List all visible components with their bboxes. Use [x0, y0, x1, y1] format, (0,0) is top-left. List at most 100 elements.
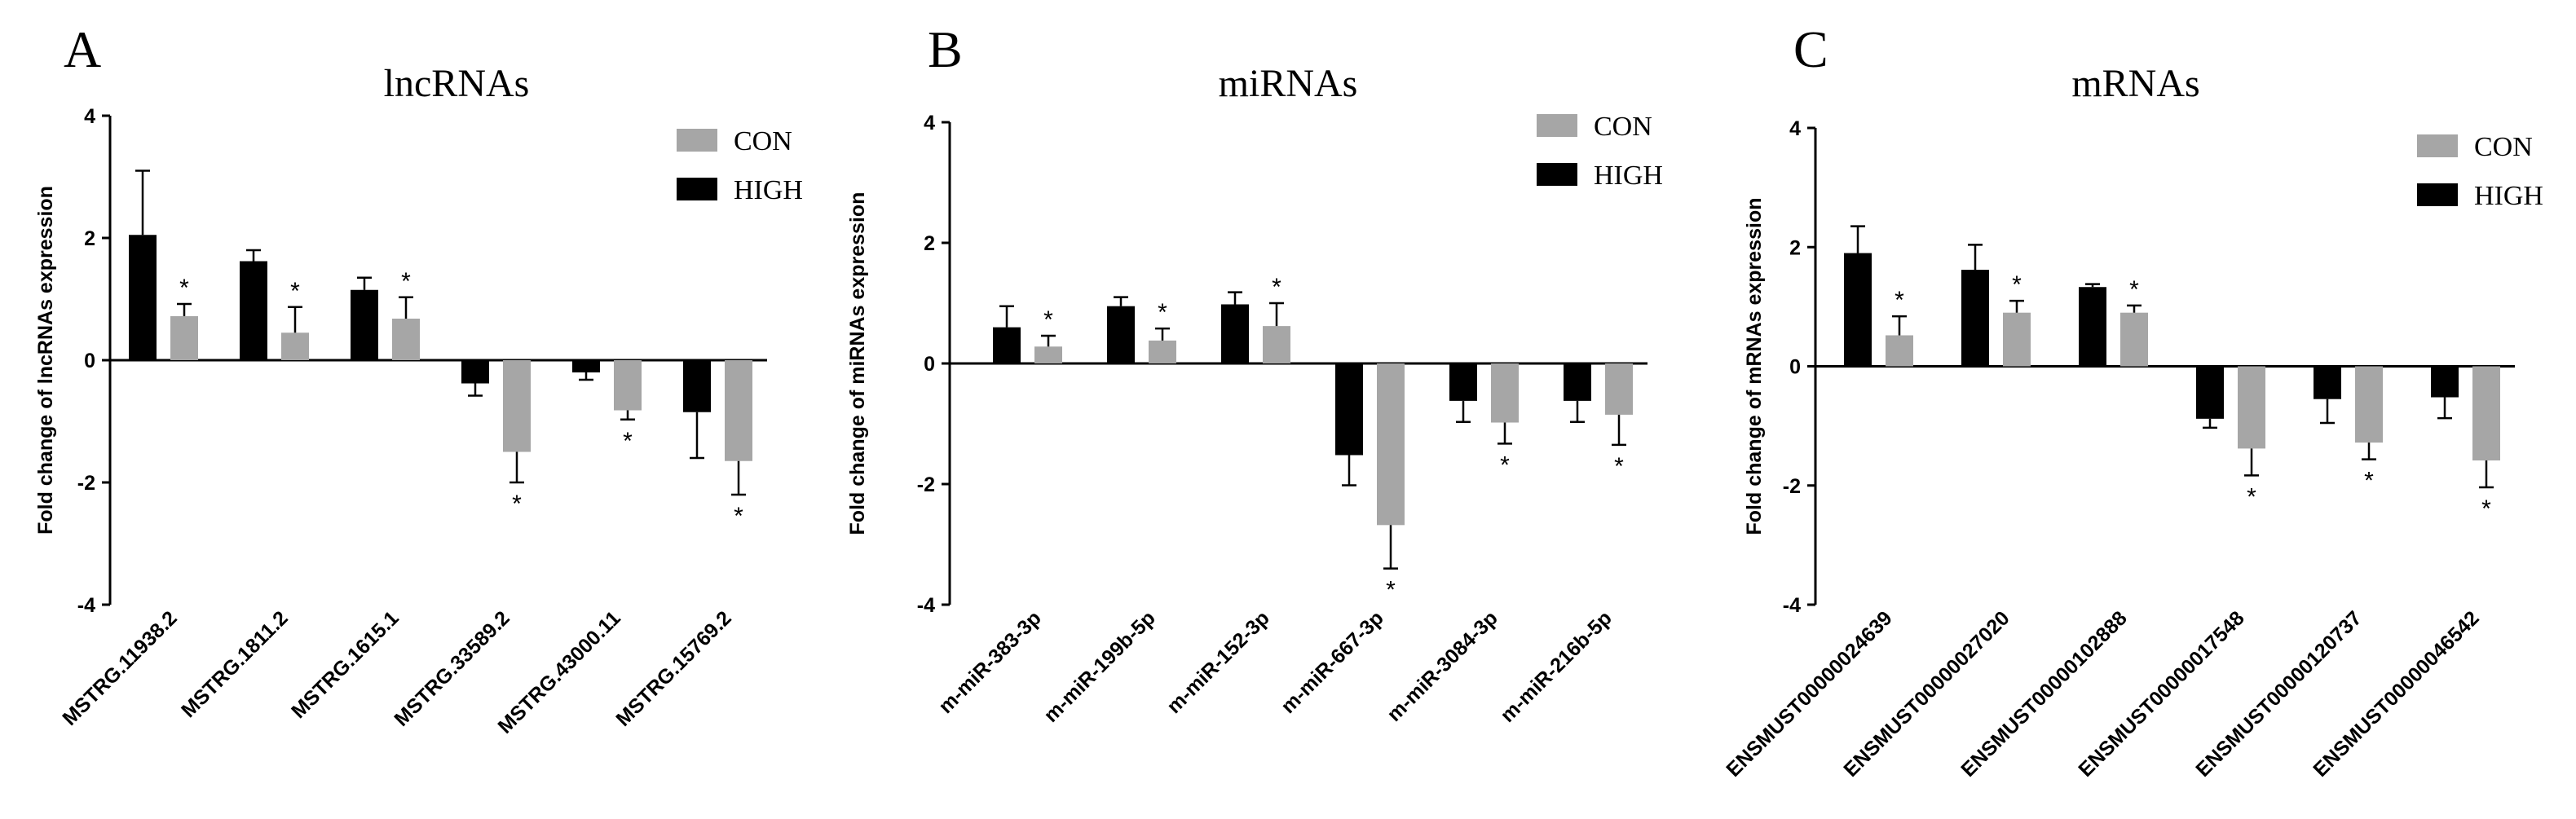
panel-b-significance-star: * [1158, 299, 1167, 326]
panel-c-legend-swatch-high [2417, 183, 2458, 206]
panel-c-bar-high [1961, 270, 1989, 367]
panel-a-y-tick-label: 0 [84, 350, 95, 372]
panel-c-significance-star: * [2481, 495, 2491, 522]
panel-b-legend-swatch-high [1537, 163, 1577, 186]
panel-a-x-tick-label: MSTRG.1811.2 [177, 606, 293, 722]
panel-a-bar-high [683, 360, 711, 412]
panel-b-y-tick-label: -4 [917, 594, 935, 617]
panel-c-y-label: Fold change of mRNAs expression [1743, 198, 1766, 535]
panel-b-significance-star: * [1272, 274, 1281, 301]
panel-a-bar-con [281, 332, 309, 360]
panel-a-bar-con [725, 360, 752, 461]
panel-c-bar-high [1844, 253, 1872, 367]
panel-c-y-tick-label: -4 [1783, 594, 1801, 617]
panel-a-y-label: Fold change of lncRNAs expression [34, 186, 57, 535]
panel-b-bar-high [993, 327, 1021, 363]
panel-a-x-tick-label: MSTRG.1615.1 [287, 606, 404, 723]
panel-c-significance-star: * [2129, 276, 2139, 303]
panel-b-bar-con [1263, 326, 1290, 363]
panel-a-significance-star: * [290, 278, 300, 305]
panel-c-significance-star: * [2012, 271, 2022, 298]
panel-b-legend-swatch-con [1537, 114, 1577, 137]
panel-b-bar-high [1107, 306, 1135, 363]
panel-c-bar-con [2238, 366, 2265, 449]
panel-b-significance-star: * [1500, 451, 1510, 478]
panel-a-x-tick-label: MSTRG.33589.2 [390, 606, 514, 730]
panel-c-significance-star: * [2364, 468, 2374, 495]
panel-a-x-tick-label: MSTRG.11938.2 [58, 606, 181, 729]
panel-a-bar-high [240, 261, 267, 360]
panel-a-bar-high [129, 235, 157, 360]
panel-b-legend-label-con: CON [1594, 112, 1652, 142]
panel-b-significance-star: * [1386, 577, 1396, 604]
panel-b-bar-high [1564, 363, 1591, 401]
panel-b-y-tick-label: 2 [924, 232, 935, 255]
panel-b-significance-star: * [1043, 306, 1053, 333]
panel-a-legend-swatch-high [677, 178, 717, 200]
panel-b-x-tick-label: m-miR-199b-5p [1039, 606, 1159, 726]
panel-c-letter: C [1793, 20, 1828, 78]
panel-a-x-tick-label: MSTRG.43000.11 [493, 606, 624, 738]
panel-a-bar-con [392, 319, 420, 360]
panel-b-y-tick-label: -2 [917, 473, 935, 496]
panel-a-significance-star: * [623, 428, 633, 455]
panel-c-bar-high [2079, 287, 2106, 367]
panel-c-bar-high [2314, 366, 2341, 399]
panel-c-bar-con [1886, 335, 1913, 367]
panel-b-significance-star: * [1614, 453, 1624, 480]
panel-c-bar-con [2003, 312, 2031, 367]
panel-a-x-tick-label: MSTRG.15769.2 [611, 606, 735, 730]
panel-a-significance-star: * [401, 268, 411, 295]
panel-a-y-tick-label: 4 [84, 105, 95, 128]
panel-a-bar-high [461, 360, 489, 384]
panel-a-bar-con [503, 360, 531, 452]
panel-b-x-tick-label: m-miR-383-3p [934, 606, 1046, 718]
panel-a-legend-label-high: HIGH [734, 175, 803, 205]
panel-a-significance-star: * [734, 503, 743, 530]
panel-b-x-tick-label: m-miR-152-3p [1162, 606, 1274, 718]
panel-c-bar-high [2196, 366, 2224, 419]
panel-b-bar-high [1335, 363, 1363, 456]
panel-b-title: miRNAs [1219, 62, 1358, 105]
panel-b-bar-con [1377, 363, 1405, 526]
panel-b-y-tick-label: 4 [924, 112, 935, 134]
panel-b-x-tick-label: m-miR-3084-3p [1383, 606, 1502, 726]
panel-c-y-tick-label: 4 [1789, 117, 1801, 140]
panel-c-legend-swatch-con [2417, 134, 2458, 157]
panel-b-y-tick-label: 0 [924, 353, 935, 376]
panel-c-y-tick-label: 0 [1789, 356, 1801, 379]
panel-b-bar-high [1449, 363, 1477, 401]
panel-b-x-tick-label: m-miR-216b-5p [1496, 606, 1616, 726]
panel-a-significance-star: * [512, 491, 522, 517]
panel-b-y-label: Fold change of miRNAs expression [846, 192, 869, 535]
panel-c-y-tick-label: -2 [1783, 475, 1801, 498]
panel-c-bar-con [2120, 312, 2148, 367]
panel-a-y-tick-label: 2 [84, 227, 95, 250]
panel-c-bar-high [2431, 366, 2459, 398]
panel-c-legend-label-high: HIGH [2474, 181, 2543, 211]
panel-b-legend-label-high: HIGH [1594, 161, 1663, 191]
panel-a-legend-label-con: CON [734, 126, 792, 156]
panel-b-bar-con [1605, 363, 1633, 415]
panel-a-bar-con [170, 316, 198, 360]
panel-c-y-tick-label: 2 [1789, 236, 1801, 259]
panel-b-letter: B [928, 20, 963, 78]
panel-a-bar-high [351, 289, 378, 360]
panel-b-bar-high [1221, 304, 1249, 363]
panel-a-bar-high [572, 360, 600, 372]
panel-c-bar-con [2355, 366, 2383, 443]
panel-b-bar-con [1034, 346, 1062, 363]
panel-a-y-tick-label: -2 [77, 472, 95, 495]
panel-b-bar-con [1149, 340, 1176, 363]
panel-a-significance-star: * [179, 275, 189, 302]
panel-a-y-tick-label: -4 [77, 594, 95, 617]
panel-c-significance-star: * [2247, 483, 2256, 510]
panel-b-bar-con [1491, 363, 1519, 423]
panel-c-title: mRNAs [2071, 62, 2199, 105]
panel-a-bar-con [614, 360, 642, 411]
panel-a-letter: A [64, 20, 101, 78]
